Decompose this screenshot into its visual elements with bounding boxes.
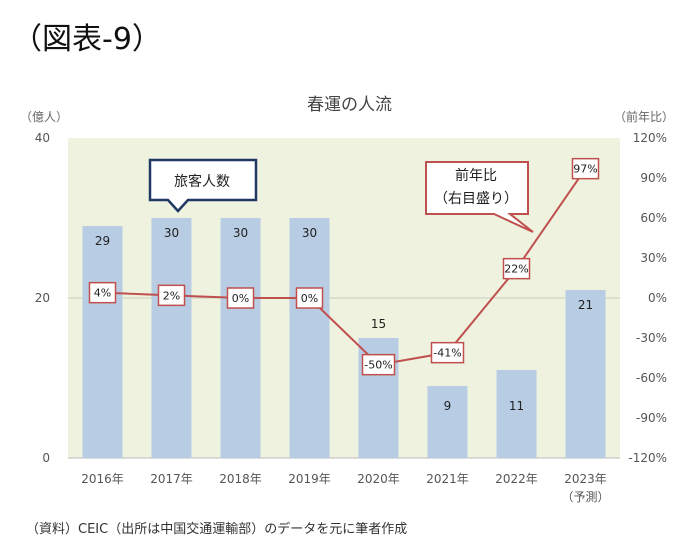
yoy-point-label: -50% xyxy=(364,359,392,372)
bar xyxy=(82,226,123,458)
bar xyxy=(151,218,192,458)
left-axis-ticks: 0 20 40 xyxy=(35,131,50,465)
left-tick-label: 40 xyxy=(35,131,50,145)
bar-value-label: 11 xyxy=(509,399,524,413)
yoy-points: 4% 2% 0% 0% -50% -41% 22% 97% xyxy=(88,157,600,376)
right-tick-label: -90% xyxy=(636,411,667,425)
right-tick-label: -120% xyxy=(628,451,667,465)
line-callout-text-1: 前年比 xyxy=(455,167,497,184)
right-tick-label: -30% xyxy=(636,331,667,345)
yoy-point-label: 0% xyxy=(232,292,249,305)
yoy-point-label: 22% xyxy=(504,263,528,276)
yoy-point-label: 0% xyxy=(301,292,318,305)
bar-value-label: 30 xyxy=(164,226,179,240)
x-tick-label: 2018年 xyxy=(219,472,262,486)
left-axis-unit: （億人） xyxy=(20,110,69,124)
yoy-point-box xyxy=(226,287,255,309)
x-tick-label: 2017年 xyxy=(150,472,193,486)
x-axis-ticks: 2016年 2017年 2018年 2019年 2020年 2021年 2022年 2023年… xyxy=(81,472,609,504)
yoy-point-box xyxy=(502,257,531,280)
bar-value-label: 30 xyxy=(233,226,248,240)
yoy-point-label: 97% xyxy=(573,163,597,176)
right-tick-label: 60% xyxy=(640,211,667,225)
yoy-point-box xyxy=(571,157,600,180)
figure-label: （図表-9） xyxy=(12,22,162,57)
right-tick-label: 0% xyxy=(648,291,667,305)
right-tick-label: -60% xyxy=(636,371,667,385)
x-tick-note: （予測） xyxy=(561,490,609,504)
bar-value-labels: 29 30 30 30 15 9 11 21 xyxy=(95,226,593,413)
x-tick-label: 2020年 xyxy=(357,472,400,486)
yoy-point-box xyxy=(361,353,396,376)
right-tick-label: 90% xyxy=(640,171,667,185)
bar-callout-text: 旅客人数 xyxy=(174,173,230,190)
x-tick-label: 2022年 xyxy=(495,472,538,486)
yoy-point-box xyxy=(430,341,465,364)
right-axis-ticks: 120% 90% 60% 30% 0% -30% -60% -90% -120% xyxy=(628,131,667,465)
yoy-point-box xyxy=(157,284,186,307)
x-tick-label: 2019年 xyxy=(288,472,331,486)
x-tick-label: 2016年 xyxy=(81,472,124,486)
right-tick-label: 30% xyxy=(640,251,667,265)
left-tick-label: 0 xyxy=(42,451,50,465)
source-note: （資料）CEIC（出所は中国交通運輸部）のデータを元に筆者作成 xyxy=(26,522,408,537)
bar-value-label: 30 xyxy=(302,226,317,240)
yoy-point-box xyxy=(88,281,117,304)
bar-value-label: 15 xyxy=(371,317,386,331)
bar xyxy=(496,370,537,458)
bar-value-label: 29 xyxy=(95,234,110,248)
yoy-point-label: 4% xyxy=(94,287,111,300)
chart-title: 春運の人流 xyxy=(307,95,392,115)
right-tick-label: 120% xyxy=(633,131,667,145)
right-axis-unit: （前年比） xyxy=(614,110,675,124)
yoy-point-label: 2% xyxy=(163,289,180,302)
yoy-point-box xyxy=(295,287,324,309)
x-tick-label: 2021年 xyxy=(426,472,469,486)
line-callout-text-2: （右目盛り） xyxy=(434,191,518,207)
bar xyxy=(289,218,330,458)
bar xyxy=(220,218,261,458)
bar xyxy=(565,290,606,458)
x-tick-label: 2023年 xyxy=(564,472,607,486)
bar-value-label: 9 xyxy=(444,399,452,413)
left-tick-label: 20 xyxy=(35,291,50,305)
bar-legend-callout: 旅客人数 xyxy=(148,158,258,213)
bar-value-label: 21 xyxy=(578,298,593,312)
line-legend-callout: 前年比 （右目盛り） xyxy=(425,161,534,233)
bar xyxy=(427,386,468,458)
bar-series xyxy=(82,218,606,458)
yoy-point-label: -41% xyxy=(433,347,461,360)
